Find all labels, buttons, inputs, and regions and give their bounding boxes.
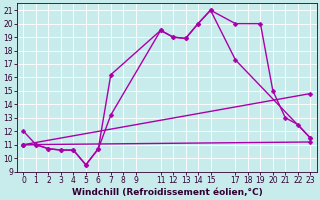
X-axis label: Windchill (Refroidissement éolien,°C): Windchill (Refroidissement éolien,°C) <box>72 188 262 197</box>
